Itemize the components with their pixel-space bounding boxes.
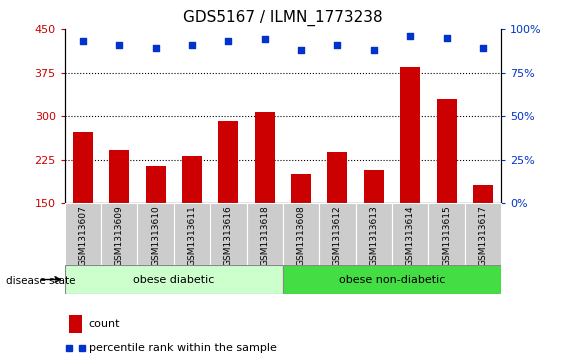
Text: GSM1313612: GSM1313612 xyxy=(333,205,342,266)
Bar xyxy=(428,203,464,265)
Point xyxy=(115,42,124,48)
Bar xyxy=(283,265,501,294)
Text: percentile rank within the sample: percentile rank within the sample xyxy=(89,343,276,353)
Text: GSM1313615: GSM1313615 xyxy=(442,205,451,266)
Text: GSM1313613: GSM1313613 xyxy=(369,205,378,266)
Bar xyxy=(65,265,283,294)
Bar xyxy=(328,152,347,203)
Bar xyxy=(101,203,137,265)
Point xyxy=(442,35,451,41)
Text: count: count xyxy=(89,319,120,329)
Point xyxy=(260,37,269,42)
Bar xyxy=(291,174,311,203)
Bar xyxy=(69,315,82,333)
Text: GSM1313607: GSM1313607 xyxy=(78,205,87,266)
Bar xyxy=(254,112,275,203)
Bar xyxy=(364,170,384,203)
Point xyxy=(297,47,306,53)
Point xyxy=(151,45,160,51)
Bar xyxy=(392,203,428,265)
Bar xyxy=(218,121,238,203)
Bar xyxy=(174,203,210,265)
Text: obese non-diabetic: obese non-diabetic xyxy=(339,274,445,285)
Text: GSM1313611: GSM1313611 xyxy=(187,205,196,266)
Point xyxy=(187,42,196,48)
Bar xyxy=(210,203,247,265)
Point xyxy=(333,42,342,48)
Text: GSM1313618: GSM1313618 xyxy=(260,205,269,266)
Point xyxy=(406,33,415,39)
Bar xyxy=(247,203,283,265)
Bar xyxy=(65,203,101,265)
Point xyxy=(224,38,233,44)
Bar xyxy=(182,156,202,203)
Bar xyxy=(319,203,356,265)
Text: obese diabetic: obese diabetic xyxy=(133,274,215,285)
Bar xyxy=(400,67,420,203)
Bar xyxy=(137,203,174,265)
Text: GSM1313616: GSM1313616 xyxy=(224,205,233,266)
Bar xyxy=(73,132,93,203)
Text: GSM1313617: GSM1313617 xyxy=(479,205,488,266)
Text: disease state: disease state xyxy=(6,276,75,286)
Text: GSM1313609: GSM1313609 xyxy=(115,205,124,266)
Bar xyxy=(356,203,392,265)
Bar xyxy=(464,203,501,265)
Bar xyxy=(283,203,319,265)
Point xyxy=(78,38,87,44)
Bar xyxy=(436,99,457,203)
Text: GSM1313610: GSM1313610 xyxy=(151,205,160,266)
Bar xyxy=(146,166,166,203)
Title: GDS5167 / ILMN_1773238: GDS5167 / ILMN_1773238 xyxy=(183,10,383,26)
Bar xyxy=(473,185,493,203)
Point xyxy=(479,45,488,51)
Point xyxy=(369,47,378,53)
Text: GSM1313608: GSM1313608 xyxy=(297,205,306,266)
Text: GSM1313614: GSM1313614 xyxy=(406,205,415,266)
Bar xyxy=(109,150,129,203)
